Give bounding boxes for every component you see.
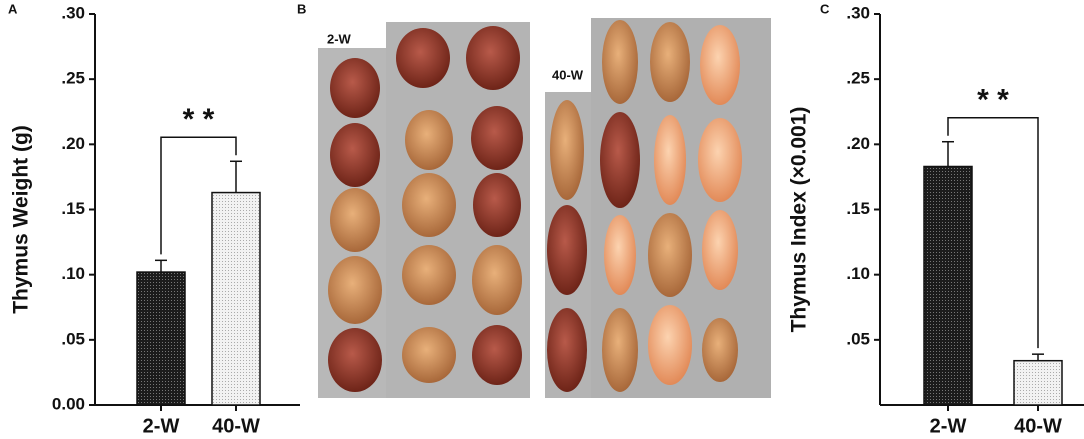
- y-tick-label: .15: [61, 199, 85, 218]
- x-tick-label: 2-W: [143, 415, 180, 437]
- y-tick-label: .25: [846, 69, 870, 88]
- y-axis-label: Thymus Weight (g): [10, 125, 33, 314]
- bar: [1013, 359, 1063, 406]
- group-label: 2-W: [327, 31, 352, 46]
- y-tick-label: .20: [61, 134, 85, 153]
- y-tick-label: .10: [846, 264, 870, 283]
- panel-label: B: [297, 1, 306, 16]
- y-tick-label: .05: [846, 329, 870, 348]
- photo-bg: [318, 28, 386, 48]
- y-tick-label: .05: [61, 329, 85, 348]
- bar: [923, 165, 973, 406]
- significance-label: * *: [183, 103, 215, 136]
- thymus-40w: [547, 20, 742, 392]
- panel-label: C: [820, 1, 830, 16]
- group-label: 40-W: [552, 67, 584, 82]
- y-tick-label: .10: [61, 264, 85, 283]
- y-tick-label: .20: [846, 134, 870, 153]
- significance-label: * *: [977, 84, 1009, 117]
- y-tick-label: .30: [846, 3, 870, 22]
- bar: [136, 271, 186, 406]
- significance-bracket: [160, 136, 237, 255]
- x-tick-label: 2-W: [930, 415, 967, 437]
- photo-panel: B 2-W 40-W: [297, 1, 771, 398]
- significance-bracket: [947, 116, 1039, 349]
- x-tick-label: 40-W: [212, 415, 260, 437]
- y-tick-label: 0.00: [52, 394, 85, 413]
- thymus-2w: [328, 26, 523, 392]
- y-axis-label: Thymus Index (×0.001): [788, 107, 811, 333]
- bar: [211, 191, 261, 406]
- y-tick-label: .30: [61, 3, 85, 22]
- y-tick-label: .15: [846, 199, 870, 218]
- panel-label: A: [8, 1, 18, 16]
- x-tick-label: 40-W: [1014, 415, 1062, 437]
- y-tick-label: .25: [61, 69, 85, 88]
